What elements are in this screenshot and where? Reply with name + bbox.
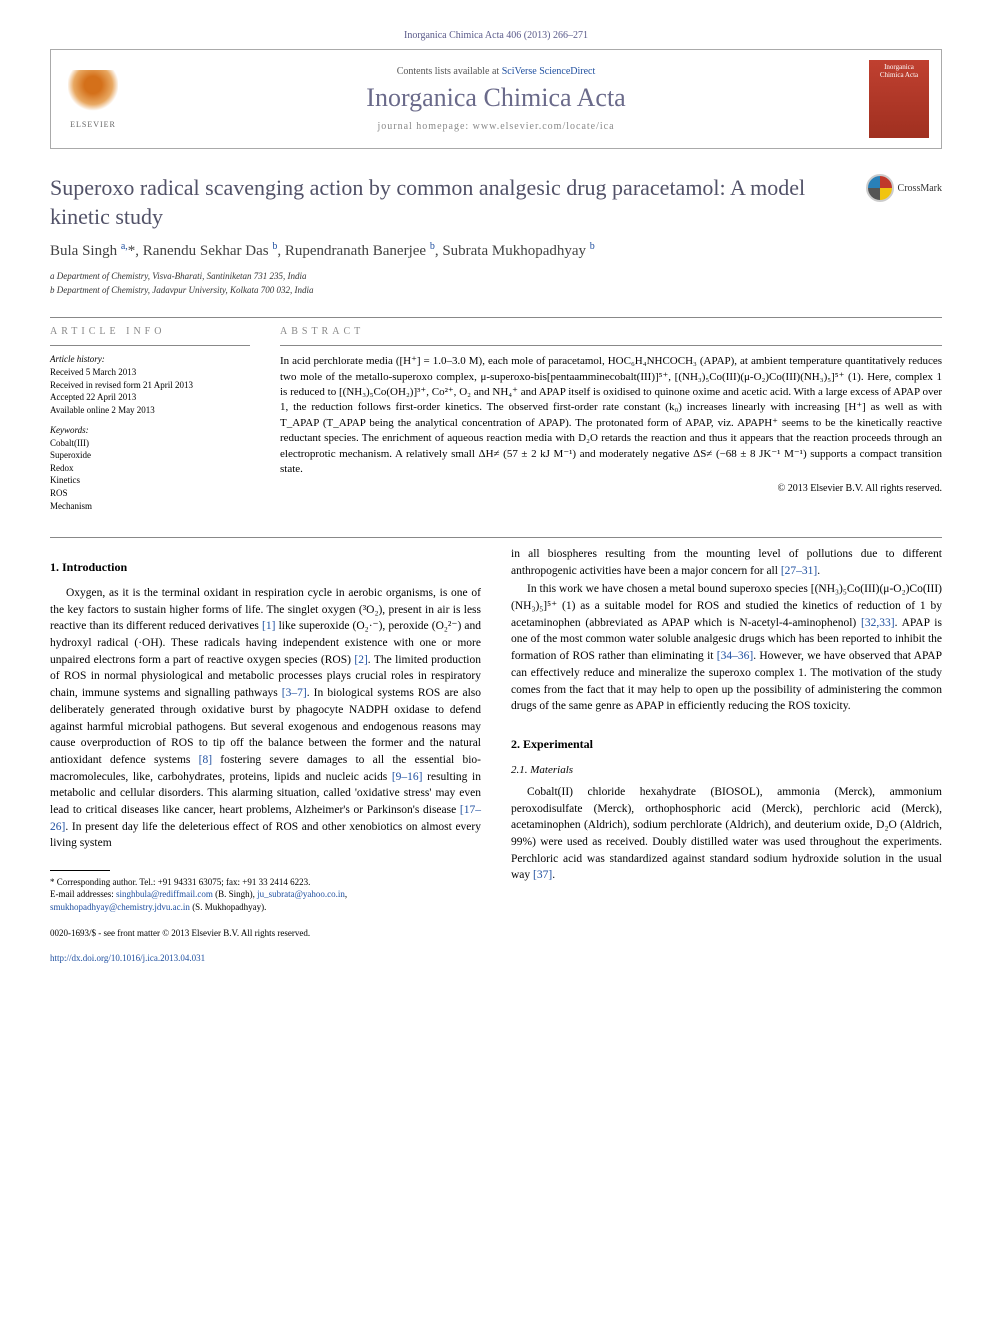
intro-paragraph-2: in all biospheres resulting from the mou… xyxy=(511,546,942,579)
history-revised: Received in revised form 21 April 2013 xyxy=(50,379,250,392)
crossmark-label: CrossMark xyxy=(898,183,942,194)
abstract-text: In acid perchlorate media ([H⁺] = 1.0–3.… xyxy=(280,354,942,477)
history-received: Received 5 March 2013 xyxy=(50,366,250,379)
elsevier-tree-icon xyxy=(68,70,118,120)
article-meta-row: article info Article history: Received 5… xyxy=(50,326,942,512)
email-link[interactable]: singhbula@rediffmail.com xyxy=(116,889,213,899)
divider xyxy=(280,345,942,346)
journal-title: Inorganica Chimica Acta xyxy=(138,83,854,113)
article-info-heading: article info xyxy=(50,326,250,337)
intro-heading: 1. Introduction xyxy=(50,560,481,575)
affiliation-b: b Department of Chemistry, Jadavpur Univ… xyxy=(50,284,942,298)
contents-prefix: Contents lists available at xyxy=(397,66,502,77)
keyword: Superoxide xyxy=(50,449,250,462)
email-label: E-mail addresses: xyxy=(50,889,116,899)
keywords-label: Keywords: xyxy=(50,425,250,435)
history-accepted: Accepted 22 April 2013 xyxy=(50,391,250,404)
journal-cover-thumbnail[interactable]: Inorganica Chimica Acta xyxy=(869,60,929,138)
publisher-logo[interactable]: ELSEVIER xyxy=(63,67,123,132)
page-container: Inorganica Chimica Acta 406 (2013) 266–2… xyxy=(0,0,992,1005)
keywords-block: Keywords: Cobalt(III) Superoxide Redox K… xyxy=(50,425,250,513)
keyword: Kinetics xyxy=(50,474,250,487)
email-who: (B. Singh), xyxy=(213,889,257,899)
corresponding-author-note: * Corresponding author. Tel.: +91 94331 … xyxy=(50,876,481,889)
keyword: Redox xyxy=(50,462,250,475)
affiliations: a Department of Chemistry, Visva-Bharati… xyxy=(50,270,942,297)
journal-homepage: journal homepage: www.elsevier.com/locat… xyxy=(138,121,854,132)
keyword: Cobalt(III) xyxy=(50,437,250,450)
materials-paragraph: Cobalt(II) chloride hexahydrate (BIOSOL)… xyxy=(511,784,942,884)
divider xyxy=(50,345,250,346)
homepage-prefix: journal homepage: xyxy=(377,121,472,132)
sciencedirect-link[interactable]: SciVerse ScienceDirect xyxy=(502,66,596,77)
keyword: Mechanism xyxy=(50,500,250,513)
publisher-name: ELSEVIER xyxy=(70,120,116,129)
article-title: Superoxo radical scavenging action by co… xyxy=(50,174,846,231)
divider xyxy=(50,537,942,538)
intro-paragraph-1: Oxygen, as it is the terminal oxidant in… xyxy=(50,585,481,852)
header-center: Contents lists available at SciVerse Sci… xyxy=(138,66,854,132)
abstract-copyright: © 2013 Elsevier B.V. All rights reserved… xyxy=(280,483,942,494)
article-info-column: article info Article history: Received 5… xyxy=(50,326,250,512)
email-addresses: E-mail addresses: singhbula@rediffmail.c… xyxy=(50,888,481,913)
abstract-heading: abstract xyxy=(280,326,942,337)
body-columns: 1. Introduction Oxygen, as it is the ter… xyxy=(50,546,942,965)
doi-link[interactable]: http://dx.doi.org/10.1016/j.ica.2013.04.… xyxy=(50,953,205,963)
journal-reference: Inorganica Chimica Acta 406 (2013) 266–2… xyxy=(50,30,942,41)
materials-heading: 2.1. Materials xyxy=(511,764,942,776)
left-column: 1. Introduction Oxygen, as it is the ter… xyxy=(50,546,481,965)
divider xyxy=(50,317,942,318)
experimental-heading: 2. Experimental xyxy=(511,737,942,752)
right-column: in all biospheres resulting from the mou… xyxy=(511,546,942,965)
doi-line: http://dx.doi.org/10.1016/j.ica.2013.04.… xyxy=(50,953,481,965)
email-link[interactable]: smukhopadhyay@chemistry.jdvu.ac.in xyxy=(50,902,190,912)
history-online: Available online 2 May 2013 xyxy=(50,404,250,417)
issn-copyright: 0020-1693/$ - see front matter © 2013 El… xyxy=(50,928,481,940)
title-row: Superoxo radical scavenging action by co… xyxy=(50,174,942,231)
keyword: ROS xyxy=(50,487,250,500)
abstract-column: abstract In acid perchlorate media ([H⁺]… xyxy=(280,326,942,512)
article-history: Article history: Received 5 March 2013 R… xyxy=(50,354,250,416)
email-link[interactable]: ju_subrata@yahoo.co.in xyxy=(257,889,345,899)
journal-header: ELSEVIER Contents lists available at Sci… xyxy=(50,49,942,149)
doi-value: 10.1016/j.ica.2013.04.031 xyxy=(111,953,205,963)
contents-available: Contents lists available at SciVerse Sci… xyxy=(138,66,854,77)
email-who: , xyxy=(345,889,347,899)
author-list: Bula Singh a,*, Ranendu Sekhar Das b, Ru… xyxy=(50,243,942,260)
crossmark-icon xyxy=(866,174,894,202)
crossmark-badge[interactable]: CrossMark xyxy=(866,174,942,202)
footnote-separator xyxy=(50,870,110,871)
homepage-url[interactable]: www.elsevier.com/locate/ica xyxy=(473,121,615,132)
history-label: Article history: xyxy=(50,354,250,364)
affiliation-a: a Department of Chemistry, Visva-Bharati… xyxy=(50,270,942,284)
doi-prefix: http://dx.doi.org/ xyxy=(50,953,111,963)
email-who: (S. Mukhopadhyay). xyxy=(190,902,267,912)
intro-paragraph-3: In this work we have chosen a metal boun… xyxy=(511,581,942,714)
